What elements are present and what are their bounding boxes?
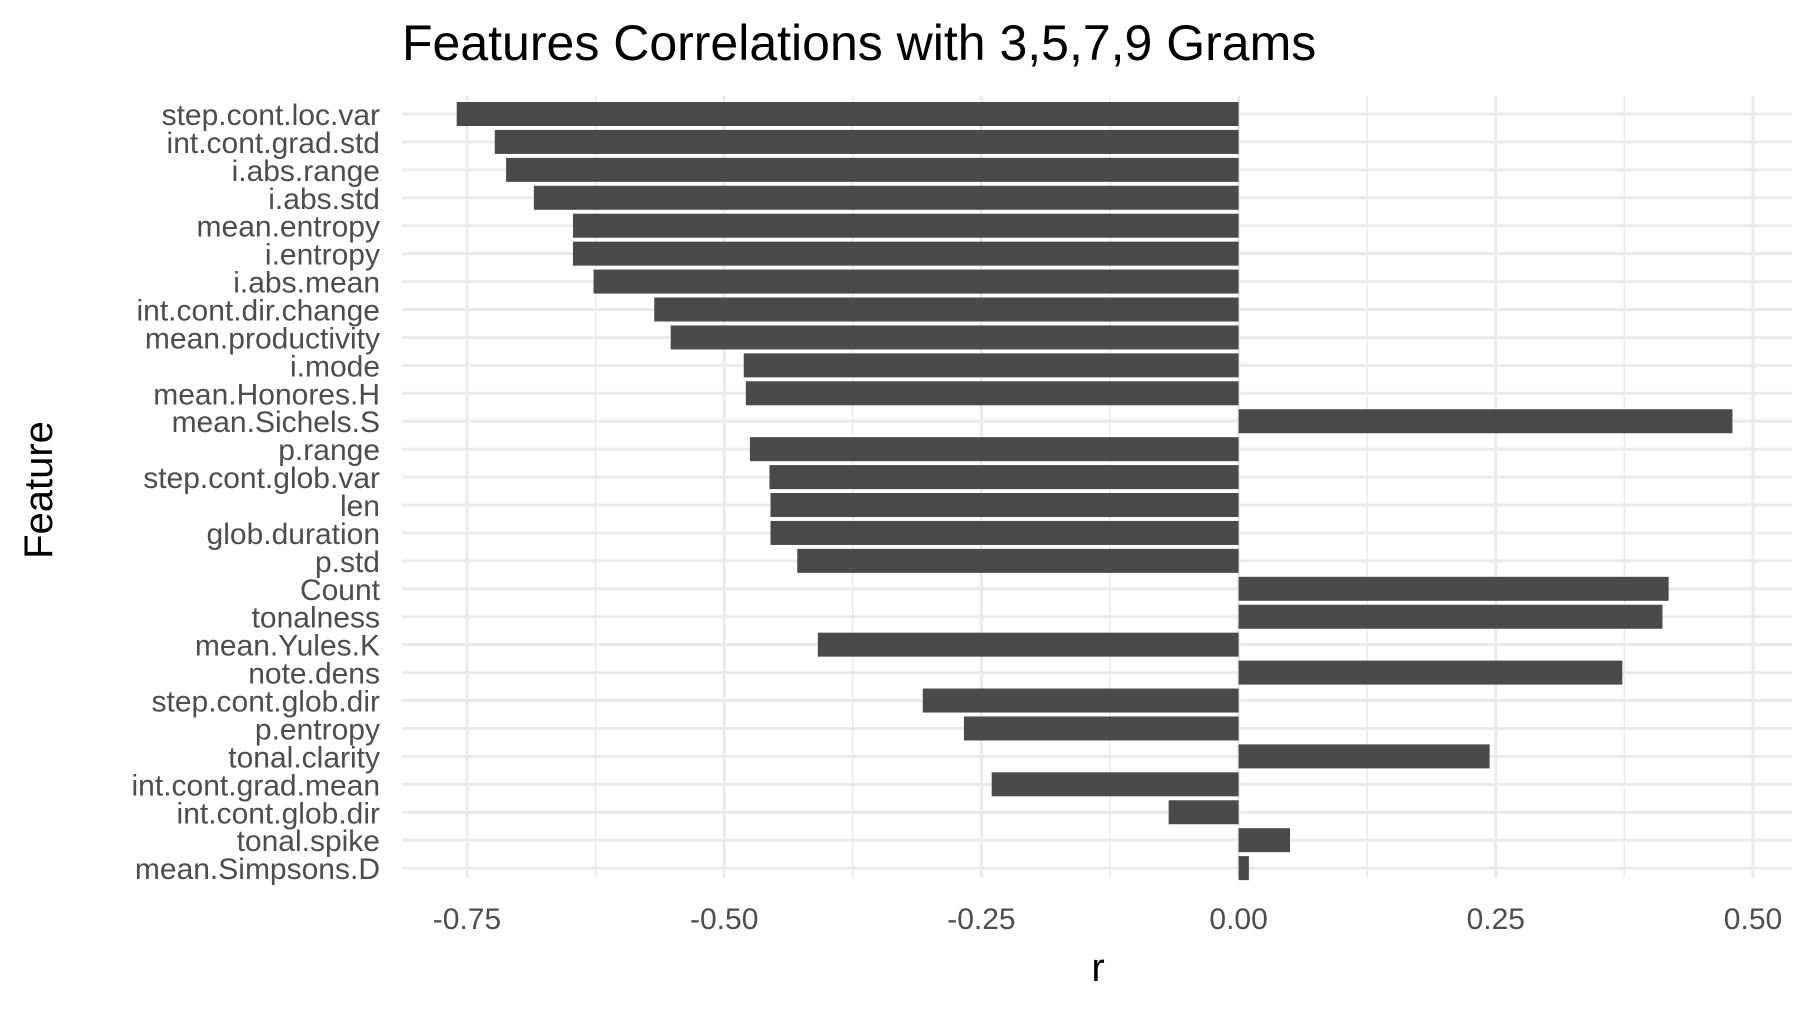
x-axis-title: r bbox=[1091, 946, 1104, 990]
bar bbox=[963, 716, 1239, 741]
y-category-label: i.abs.mean bbox=[233, 267, 380, 300]
y-category-label: Count bbox=[300, 574, 381, 607]
category-label-layer: step.cont.loc.varint.cont.grad.stdi.abs.… bbox=[132, 99, 381, 886]
chart-title: Features Correlations with 3,5,7,9 Grams bbox=[402, 15, 1316, 71]
y-category-label: int.cont.grad.mean bbox=[132, 769, 380, 802]
y-category-label: i.abs.std bbox=[268, 183, 380, 216]
bar bbox=[1238, 828, 1291, 853]
x-tick-label: -0.50 bbox=[690, 903, 758, 936]
bar bbox=[1238, 856, 1249, 881]
bar bbox=[817, 632, 1239, 657]
bar bbox=[1238, 576, 1669, 601]
y-category-label: mean.entropy bbox=[197, 211, 380, 244]
bar bbox=[533, 185, 1239, 210]
x-tick-label: -0.25 bbox=[947, 903, 1015, 936]
bar bbox=[670, 325, 1239, 350]
x-tick-label: -0.75 bbox=[433, 903, 501, 936]
bar bbox=[743, 353, 1239, 378]
bar bbox=[1238, 660, 1623, 685]
bar bbox=[749, 437, 1239, 462]
y-category-label: p.range bbox=[278, 434, 380, 467]
bar bbox=[991, 772, 1239, 797]
y-category-label: int.cont.glob.dir bbox=[177, 797, 380, 830]
x-tick-label: 0.00 bbox=[1209, 903, 1267, 936]
bar bbox=[1168, 800, 1239, 825]
bar-layer bbox=[456, 102, 1733, 881]
bar bbox=[654, 297, 1239, 322]
bar bbox=[770, 493, 1239, 518]
y-category-label: p.entropy bbox=[255, 713, 380, 746]
y-category-label: i.entropy bbox=[265, 239, 380, 272]
bar bbox=[593, 269, 1239, 294]
y-category-label: step.cont.glob.var bbox=[143, 462, 380, 495]
bar bbox=[797, 548, 1239, 573]
y-category-label: mean.Yules.K bbox=[195, 630, 380, 663]
y-category-label: mean.productivity bbox=[145, 322, 380, 355]
bar bbox=[769, 465, 1239, 490]
bar bbox=[572, 241, 1239, 266]
x-tick-layer: -0.75 -0.50 -0.25 0.00 0.25 0.50 bbox=[433, 903, 1782, 936]
y-category-label: p.std bbox=[315, 546, 380, 579]
bar bbox=[1238, 744, 1490, 769]
y-category-label: len bbox=[340, 490, 380, 523]
y-category-label: tonalness bbox=[252, 602, 380, 635]
bar bbox=[1238, 604, 1663, 629]
bar bbox=[770, 520, 1239, 545]
y-axis-title: Feature bbox=[17, 421, 61, 559]
y-category-label: step.cont.glob.dir bbox=[152, 686, 380, 719]
y-category-label: i.abs.range bbox=[232, 155, 380, 188]
bar bbox=[494, 129, 1239, 154]
y-category-label: int.cont.dir.change bbox=[136, 295, 380, 328]
y-category-label: mean.Honores.H bbox=[153, 378, 380, 411]
y-category-label: mean.Sichels.S bbox=[172, 406, 380, 439]
y-category-label: int.cont.grad.std bbox=[167, 127, 380, 160]
bar bbox=[922, 688, 1239, 713]
y-category-label: tonal.spike bbox=[237, 825, 380, 858]
y-category-label: i.mode bbox=[290, 350, 380, 383]
x-tick-label: 0.50 bbox=[1724, 903, 1782, 936]
y-category-label: tonal.clarity bbox=[228, 741, 380, 774]
y-category-label: glob.duration bbox=[207, 518, 380, 551]
bar bbox=[745, 381, 1239, 406]
bar bbox=[506, 157, 1239, 182]
y-category-label: step.cont.loc.var bbox=[162, 99, 380, 132]
bar bbox=[456, 102, 1239, 126]
y-category-label: mean.Simpsons.D bbox=[135, 853, 380, 886]
bar bbox=[572, 213, 1239, 238]
bar bbox=[1238, 409, 1733, 434]
x-tick-label: 0.25 bbox=[1467, 903, 1525, 936]
y-category-label: note.dens bbox=[248, 658, 380, 691]
